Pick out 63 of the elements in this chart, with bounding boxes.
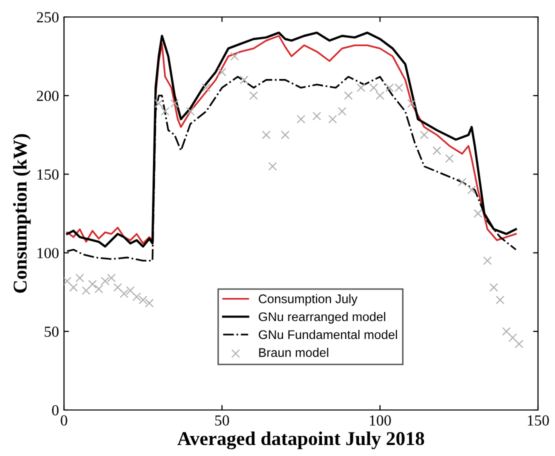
point (120, 289, 128, 298)
point (458, 178, 467, 186)
point (249, 91, 258, 100)
point (489, 283, 498, 292)
x-tick-label: 100 (370, 415, 391, 426)
point (230, 52, 239, 61)
point (160, 106, 170, 116)
point (64, 276, 72, 286)
point (445, 154, 454, 163)
point (467, 186, 476, 194)
point (483, 256, 492, 266)
point (376, 91, 384, 100)
point (186, 106, 195, 116)
x-tick-label: 150 (528, 415, 549, 426)
point (154, 99, 164, 108)
y-tick-label: 100 (38, 248, 59, 258)
y-axis-title: Consumption (kW) (13, 134, 31, 293)
y-tick-label: 150 (38, 169, 59, 180)
point (113, 283, 122, 292)
y-tick-label: 0 (52, 405, 59, 416)
point (474, 209, 482, 218)
legend-label: GNu Fundamental model (258, 330, 397, 340)
point (312, 112, 322, 120)
x-tick-label: 50 (215, 415, 230, 426)
point (338, 106, 346, 116)
point (138, 296, 148, 304)
point (75, 274, 84, 282)
y-tick-label: 200 (36, 90, 59, 102)
point (94, 284, 104, 294)
x-tick-label: 0 (60, 415, 68, 426)
point (356, 83, 366, 92)
point (268, 162, 277, 171)
point (502, 327, 511, 336)
point (132, 292, 142, 302)
point (126, 286, 135, 295)
legend-label: Braun model (259, 348, 328, 357)
point (407, 99, 416, 108)
point (344, 91, 353, 100)
point (369, 83, 378, 92)
point (107, 274, 116, 282)
point (202, 83, 211, 92)
point (100, 276, 110, 286)
point (496, 296, 504, 304)
point (420, 130, 429, 140)
point (432, 146, 442, 155)
point (280, 130, 290, 140)
point (88, 280, 97, 289)
point (296, 114, 306, 124)
point (69, 283, 78, 292)
point (170, 99, 179, 108)
y-tick-label: 250 (36, 12, 59, 22)
legend-label: Consumption July (258, 294, 358, 306)
point (328, 114, 337, 124)
point (82, 286, 90, 295)
x-axis-title: Averaged datapoint July 2018 (177, 431, 424, 450)
point (144, 298, 154, 308)
y-tick-label: 50 (44, 326, 59, 337)
point (218, 68, 226, 76)
point (262, 130, 271, 140)
legend-label: GNu rearranged model (258, 312, 386, 324)
point (514, 340, 524, 348)
point (240, 76, 248, 84)
point (508, 333, 518, 342)
